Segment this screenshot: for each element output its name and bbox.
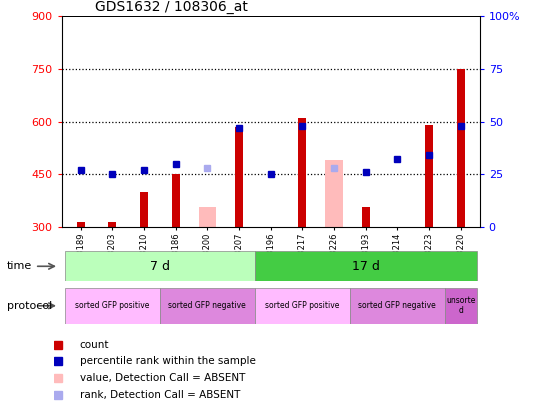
Text: sorted GFP positive: sorted GFP positive <box>75 301 150 310</box>
Text: sorted GFP positive: sorted GFP positive <box>265 301 339 310</box>
Bar <box>267 227 274 228</box>
Text: 7 d: 7 d <box>150 260 170 273</box>
Bar <box>108 222 116 227</box>
Bar <box>160 288 255 324</box>
Text: protocol: protocol <box>7 301 52 311</box>
Bar <box>172 174 180 227</box>
Bar <box>65 251 255 281</box>
Bar <box>255 288 350 324</box>
Bar <box>199 207 216 227</box>
Bar <box>255 251 477 281</box>
Text: time: time <box>7 261 32 271</box>
Bar <box>235 127 243 227</box>
Text: GDS1632 / 108306_at: GDS1632 / 108306_at <box>95 0 248 14</box>
Bar <box>77 222 85 227</box>
Bar <box>325 160 343 227</box>
Bar <box>445 288 477 324</box>
Text: rank, Detection Call = ABSENT: rank, Detection Call = ABSENT <box>79 390 240 400</box>
Text: unsorte
d: unsorte d <box>446 296 475 315</box>
Text: value, Detection Call = ABSENT: value, Detection Call = ABSENT <box>79 373 245 383</box>
Bar <box>65 288 160 324</box>
Bar <box>140 192 148 227</box>
Bar <box>425 125 433 227</box>
Text: 17 d: 17 d <box>352 260 379 273</box>
Text: sorted GFP negative: sorted GFP negative <box>359 301 436 310</box>
Text: sorted GFP negative: sorted GFP negative <box>168 301 246 310</box>
Bar <box>299 118 306 227</box>
Bar <box>362 207 370 227</box>
Bar <box>350 288 445 324</box>
Text: count: count <box>79 339 109 350</box>
Text: percentile rank within the sample: percentile rank within the sample <box>79 356 256 367</box>
Bar <box>457 69 465 227</box>
